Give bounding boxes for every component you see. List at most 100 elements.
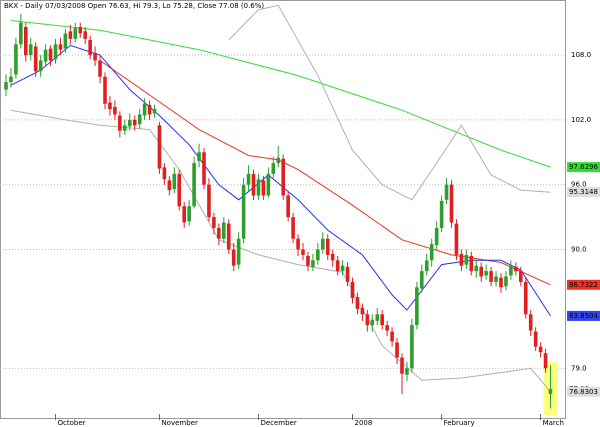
candle-body [24,27,28,56]
candle-body [400,357,404,374]
candle-body [415,287,419,326]
candle-body [296,238,300,250]
candle-body [360,307,365,315]
candle-body [142,103,147,116]
candle-body [48,48,53,61]
candle-body [484,271,488,276]
candle-body [73,28,78,39]
candle-body [19,22,23,45]
candle-body [375,314,380,321]
candle-body [410,325,414,369]
candle-body [9,76,13,83]
candle-body [28,44,33,56]
candle-body [444,184,449,200]
candle-body [53,44,58,60]
plot-frame [0,0,566,419]
candle-body [93,52,97,61]
value-badge [567,162,600,173]
candle-body [301,249,305,255]
candle-body [212,217,216,228]
candle-body [118,115,122,131]
candle-body [271,163,276,174]
x-tick-label: October [58,419,86,427]
candle-body [365,314,370,326]
chart-title: BKX - Daily 07/03/2008 Open 76.63, Hi 79… [4,2,264,10]
candle-body [177,173,182,207]
value-badge [567,310,600,321]
candle-body [266,173,271,196]
candle-body [340,265,345,272]
candle-body [276,157,281,164]
candle-body [207,184,211,218]
candle-body [548,389,553,394]
candle-body [350,281,355,299]
candle-body [335,260,340,272]
candle-body [251,173,256,196]
candle-body [147,104,152,115]
candle-body [479,266,483,277]
candle-body [157,125,162,169]
candle-body [464,254,469,265]
candle-body [98,60,102,77]
candle-body [434,227,439,246]
candle-body [311,260,315,267]
candle-body [528,314,533,331]
candle-body [499,277,503,288]
candle-body [306,255,310,266]
candle-body [33,46,38,72]
candle-body [286,195,290,218]
candle-body [454,223,459,255]
candle-body [256,179,261,196]
x-tick-label: 2008 [355,419,373,427]
candle-body [187,206,191,222]
candle-body [261,180,266,196]
y-tick-label: 108.0 [571,51,591,59]
candle-body [504,276,508,287]
candle-body [246,173,251,185]
candle-body [380,314,384,326]
candle-body [325,238,330,255]
candle-body [217,227,221,239]
x-tick-label: December [260,419,296,427]
candle-body [241,184,246,239]
value-badge-label: 76.8303 [569,388,598,396]
x-tick-label: February [444,419,475,427]
candle-body [4,82,8,90]
candle-body [222,222,226,239]
candle-body [469,255,474,272]
y-tick-label: 79.0 [571,364,587,372]
candle-body [83,31,87,39]
candle-body [103,76,107,104]
candle-body [202,152,206,185]
candle-body [172,173,177,190]
candle-body [405,368,409,375]
candle-body [494,276,498,282]
candle-body [152,109,157,114]
candle-body [538,346,543,353]
candle-body [543,353,548,369]
candle-body [523,281,528,315]
value-badge [567,386,600,397]
candle-body [509,265,513,276]
candle-body [226,223,231,250]
y-tick-label: 90.0 [571,246,587,254]
indicator-line [10,109,551,393]
candle-body [429,244,434,261]
candle-body [355,297,360,309]
candle-body [424,260,429,272]
candle-body [88,39,92,56]
candle-body [197,152,201,161]
candle-body [420,271,424,289]
candle-body [78,27,83,34]
candle-body [291,217,295,239]
candle-body [390,331,394,342]
candle-body [489,271,493,282]
candle-body [533,331,538,347]
candle-body [167,180,172,191]
candle-body [345,266,350,282]
candle-body [43,49,48,62]
candle-body [474,265,479,272]
candle-body [162,167,167,180]
candle-body [459,253,464,266]
